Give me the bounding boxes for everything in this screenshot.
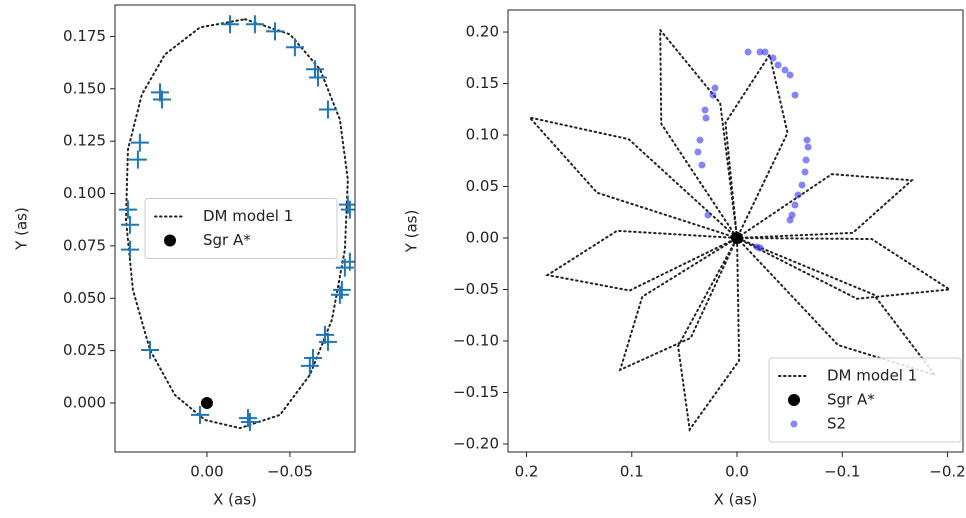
x-tick-label: −0.2	[929, 463, 965, 481]
plus-marker	[338, 195, 355, 214]
y-tick-label: 0.050	[63, 289, 106, 307]
legend-swatch	[164, 234, 176, 247]
plus-marker	[120, 240, 139, 259]
point-marker	[798, 181, 806, 189]
plus-marker	[190, 405, 209, 424]
legend-box	[144, 198, 338, 259]
plot-area	[526, 27, 953, 433]
plus-marker	[332, 280, 351, 299]
x-tick-label: 0.1	[620, 463, 644, 481]
y-tick-label: −0.15	[453, 383, 499, 401]
point-marker	[698, 161, 706, 169]
point-marker	[801, 168, 809, 176]
x-tick-label: 0.0	[725, 463, 749, 481]
y-tick-label: 0.20	[466, 23, 499, 41]
point-marker	[791, 201, 799, 209]
plus-marker	[141, 340, 160, 359]
x-axis-label: X (as)	[714, 491, 758, 509]
axes-frame	[114, 4, 356, 453]
orbit-line	[526, 27, 953, 433]
legend-label: S2	[827, 415, 846, 433]
y-tick-label: −0.10	[453, 331, 499, 349]
x-tick-label: −0.1	[824, 463, 860, 481]
y-tick-label: 0.025	[63, 341, 106, 359]
plus-marker	[240, 413, 259, 432]
plus-marker	[266, 22, 284, 41]
plus-marker	[318, 332, 337, 351]
y-tick-label: 0.15	[466, 74, 499, 92]
plus-marker	[285, 38, 304, 57]
plus-marker	[340, 200, 355, 219]
plus-marker	[128, 150, 147, 169]
point-marker	[794, 191, 802, 199]
point-marker	[802, 156, 810, 164]
legend-label: DM model 1	[203, 207, 293, 225]
axes-frame	[507, 9, 964, 453]
y-tick-label: −0.05	[453, 280, 499, 298]
point-marker	[711, 84, 719, 92]
point-marker	[753, 243, 761, 251]
point-marker	[709, 91, 717, 99]
plus-marker	[221, 15, 240, 34]
y-tick-label: 0.000	[63, 393, 106, 411]
plus-marker	[300, 356, 319, 375]
point-marker	[744, 48, 752, 56]
dot-marker	[731, 232, 744, 245]
y-tick-label: −0.20	[453, 434, 499, 452]
point-marker	[761, 48, 769, 56]
y-tick-label: 0.150	[63, 79, 106, 97]
legend-swatch	[790, 420, 798, 428]
y-tick-label: 0.00	[466, 229, 499, 247]
y-axis-label: Y (as)	[403, 210, 421, 254]
plus-marker	[304, 348, 323, 367]
y-tick-label: 0.125	[63, 132, 106, 150]
y-tick-label: 0.175	[63, 27, 106, 45]
y-tick-label: 0.075	[63, 236, 106, 254]
point-marker	[786, 216, 794, 224]
plus-marker	[120, 215, 139, 234]
plus-marker	[130, 133, 149, 152]
y-tick-label: 0.100	[63, 184, 106, 202]
plus-marker	[245, 15, 264, 34]
point-marker	[803, 136, 811, 144]
y-tick-label: 0.05	[466, 177, 499, 195]
point-marker	[804, 143, 812, 151]
dot-marker	[200, 396, 213, 409]
legend-box	[768, 357, 962, 443]
point-marker	[769, 54, 777, 62]
y-axis-label: Y (as)	[13, 207, 31, 251]
point-marker	[694, 148, 702, 156]
plus-marker	[308, 68, 327, 87]
plus-marker	[335, 258, 354, 277]
legend-label: Sgr A*	[203, 231, 251, 249]
plus-marker	[150, 83, 169, 102]
x-axis-label: X (as)	[213, 491, 257, 509]
point-marker	[756, 48, 764, 56]
x-tick-label: 0.2	[515, 463, 539, 481]
plus-marker	[118, 200, 137, 219]
orbit-line	[124, 18, 349, 430]
x-tick-label: 0.00	[190, 463, 223, 481]
point-marker	[702, 114, 710, 122]
plus-marker	[318, 100, 337, 119]
legend-swatch	[788, 394, 800, 406]
point-marker	[701, 106, 709, 114]
point-marker	[791, 91, 799, 99]
legend-label: Sgr A*	[827, 391, 875, 409]
point-marker	[774, 61, 782, 69]
plus-marker	[238, 409, 257, 428]
point-marker	[696, 136, 704, 144]
plus-marker	[330, 285, 349, 304]
point-marker	[704, 211, 712, 219]
plot-area	[118, 15, 355, 432]
plus-marker	[306, 60, 324, 79]
point-marker	[786, 71, 794, 79]
y-tick-label: 0.10	[466, 126, 499, 144]
plus-marker	[152, 90, 171, 109]
legend-label: DM model 1	[827, 367, 917, 385]
point-marker	[781, 66, 789, 74]
x-tick-label: −0.05	[267, 463, 313, 481]
